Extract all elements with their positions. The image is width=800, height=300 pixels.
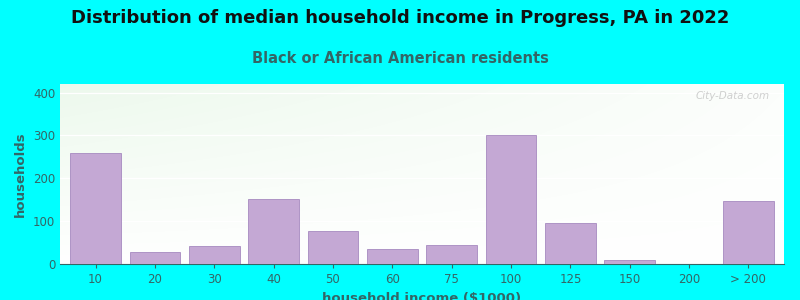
Bar [723,201,774,264]
Bar [70,153,121,264]
Bar [426,245,477,264]
Text: City-Data.com: City-Data.com [695,91,770,101]
Bar [605,260,655,264]
Y-axis label: households: households [14,131,27,217]
X-axis label: household income ($1000): household income ($1000) [322,292,522,300]
Text: Black or African American residents: Black or African American residents [251,51,549,66]
Bar [545,223,595,264]
Bar [486,135,536,264]
Bar [130,252,180,264]
Bar [189,246,239,264]
Bar [367,249,418,264]
Text: Distribution of median household income in Progress, PA in 2022: Distribution of median household income … [71,9,729,27]
Bar [249,199,299,264]
Bar [308,231,358,264]
